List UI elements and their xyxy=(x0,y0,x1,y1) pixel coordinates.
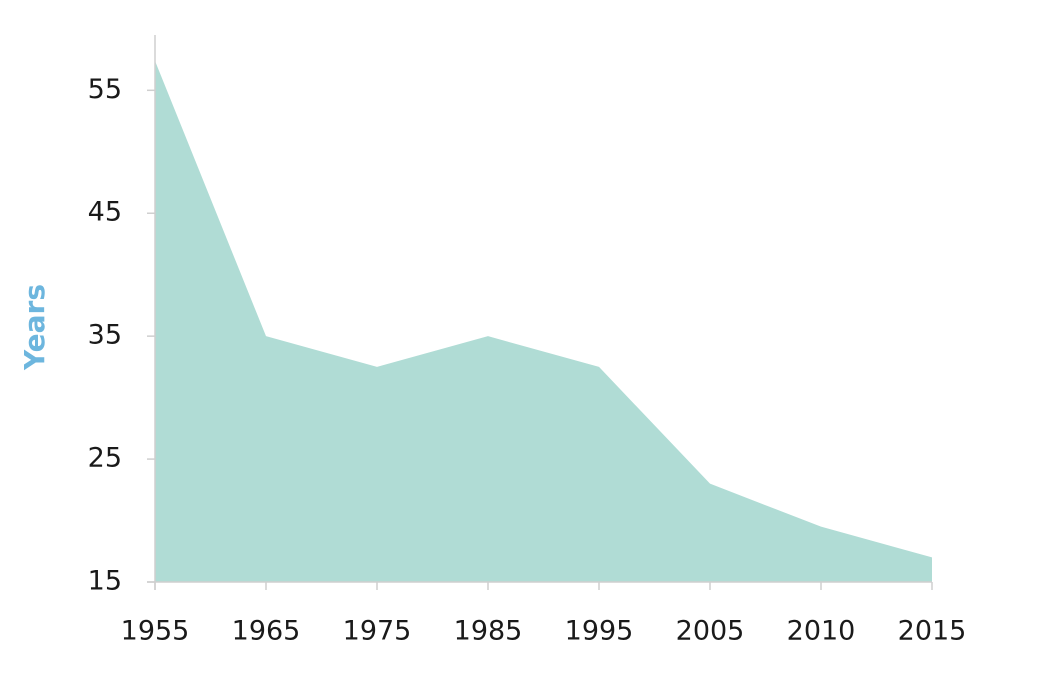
x-tick-label: 2005 xyxy=(676,616,745,647)
x-tick-label: 2015 xyxy=(898,616,967,647)
y-tick-label: 55 xyxy=(88,74,122,105)
y-axis-label: Years xyxy=(18,284,51,371)
x-tick-label: 2010 xyxy=(787,616,856,647)
area xyxy=(155,60,932,583)
y-tick-label: 45 xyxy=(88,197,122,228)
x-tick-label: 1975 xyxy=(343,616,412,647)
x-tick-label: 1995 xyxy=(565,616,634,647)
x-tick-label: 1965 xyxy=(232,616,301,647)
y-tick-label: 35 xyxy=(88,320,122,351)
x-tick-label: 1955 xyxy=(121,616,190,647)
y-tick-label: 15 xyxy=(88,566,122,597)
x-tick-label: 1985 xyxy=(454,616,523,647)
y-tick-label: 25 xyxy=(88,443,122,474)
